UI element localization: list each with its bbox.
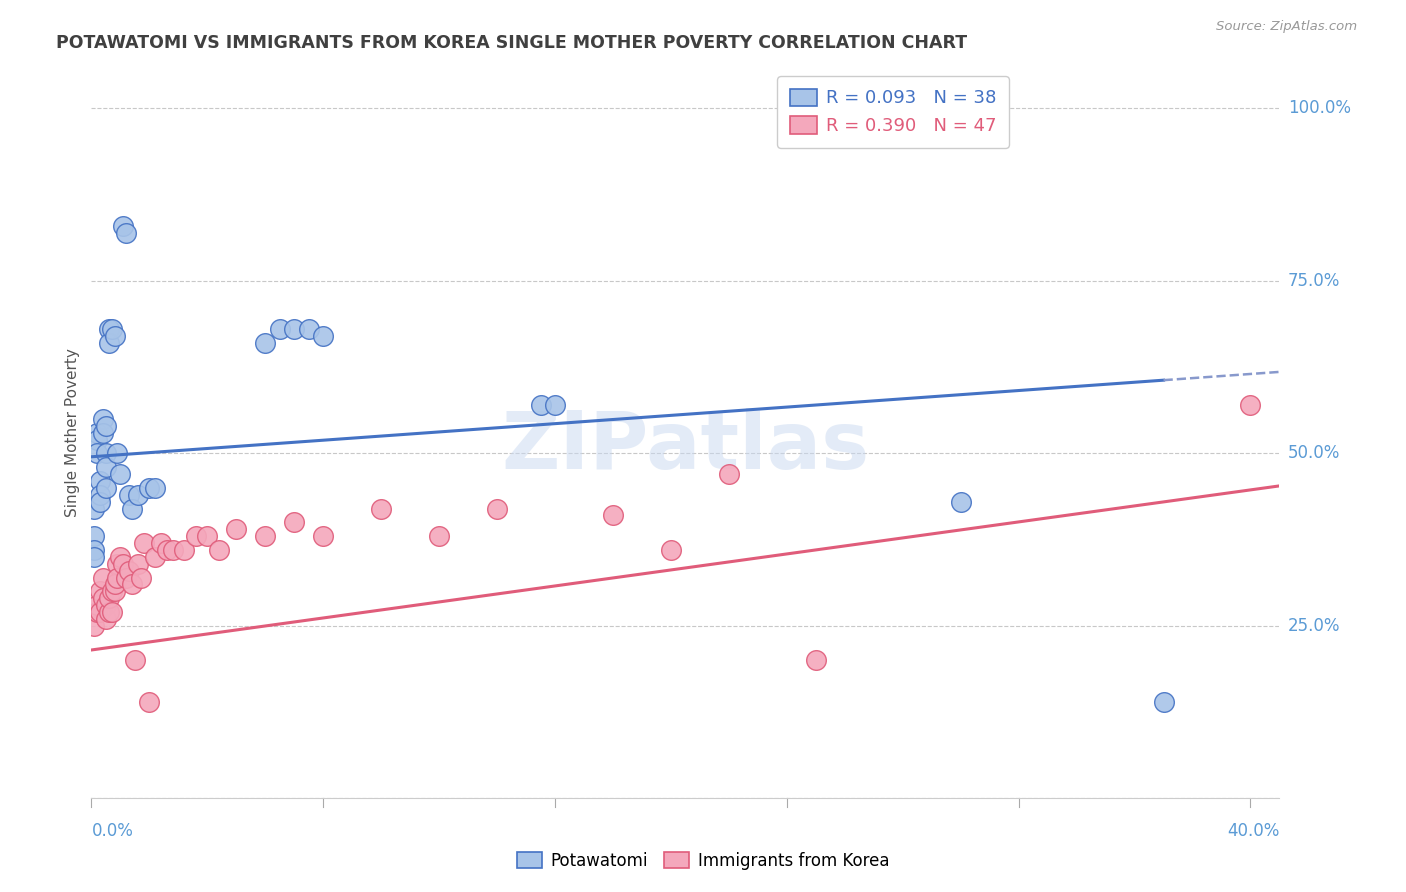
Point bbox=[83, 529, 105, 543]
Point bbox=[115, 226, 138, 240]
Point bbox=[118, 564, 141, 578]
Point bbox=[173, 543, 195, 558]
Point bbox=[97, 322, 120, 336]
Point bbox=[89, 488, 111, 502]
Point bbox=[143, 549, 166, 564]
Point bbox=[112, 557, 135, 571]
Point bbox=[89, 474, 111, 488]
Point bbox=[86, 446, 108, 460]
Text: ZIPatlas: ZIPatlas bbox=[502, 409, 869, 486]
Point bbox=[195, 529, 218, 543]
Point bbox=[94, 418, 117, 433]
Point bbox=[112, 219, 135, 233]
Point bbox=[162, 543, 184, 558]
Point bbox=[132, 536, 155, 550]
Point bbox=[86, 598, 108, 612]
Point bbox=[143, 481, 166, 495]
Point bbox=[138, 481, 160, 495]
Point bbox=[602, 508, 624, 523]
Text: 40.0%: 40.0% bbox=[1227, 822, 1279, 840]
Point bbox=[138, 695, 160, 709]
Point bbox=[97, 335, 120, 350]
Text: 25.0%: 25.0% bbox=[1288, 617, 1340, 635]
Point bbox=[298, 322, 321, 336]
Point bbox=[121, 577, 143, 591]
Point bbox=[149, 536, 172, 550]
Point bbox=[486, 501, 509, 516]
Text: 0.0%: 0.0% bbox=[91, 822, 134, 840]
Legend: R = 0.093   N = 38, R = 0.390   N = 47: R = 0.093 N = 38, R = 0.390 N = 47 bbox=[778, 76, 1010, 148]
Point bbox=[97, 591, 120, 606]
Point bbox=[91, 412, 114, 426]
Point bbox=[254, 529, 277, 543]
Point bbox=[100, 584, 122, 599]
Point bbox=[97, 605, 120, 619]
Point bbox=[91, 425, 114, 440]
Point bbox=[208, 543, 231, 558]
Point bbox=[254, 335, 277, 350]
Point bbox=[89, 494, 111, 508]
Point bbox=[94, 598, 117, 612]
Point bbox=[115, 570, 138, 584]
Point bbox=[949, 494, 972, 508]
Text: 75.0%: 75.0% bbox=[1288, 272, 1340, 290]
Point bbox=[269, 322, 291, 336]
Point bbox=[107, 446, 129, 460]
Point bbox=[83, 501, 105, 516]
Point bbox=[83, 619, 105, 633]
Text: Source: ZipAtlas.com: Source: ZipAtlas.com bbox=[1216, 20, 1357, 33]
Point bbox=[103, 329, 125, 343]
Y-axis label: Single Mother Poverty: Single Mother Poverty bbox=[65, 348, 80, 517]
Point bbox=[100, 322, 122, 336]
Point bbox=[225, 522, 247, 536]
Point bbox=[94, 460, 117, 475]
Point bbox=[107, 557, 129, 571]
Point bbox=[110, 467, 132, 481]
Point bbox=[370, 501, 392, 516]
Point bbox=[129, 570, 152, 584]
Point bbox=[86, 425, 108, 440]
Point bbox=[118, 488, 141, 502]
Point bbox=[804, 653, 827, 667]
Point bbox=[544, 398, 567, 412]
Point bbox=[312, 529, 335, 543]
Point bbox=[283, 516, 305, 530]
Point bbox=[83, 543, 105, 558]
Text: POTAWATOMI VS IMMIGRANTS FROM KOREA SINGLE MOTHER POVERTY CORRELATION CHART: POTAWATOMI VS IMMIGRANTS FROM KOREA SING… bbox=[56, 34, 967, 52]
Point bbox=[717, 467, 740, 481]
Point bbox=[94, 446, 117, 460]
Point bbox=[89, 605, 111, 619]
Legend: Potawatomi, Immigrants from Korea: Potawatomi, Immigrants from Korea bbox=[510, 846, 896, 877]
Point bbox=[312, 329, 335, 343]
Point bbox=[91, 591, 114, 606]
Point bbox=[156, 543, 179, 558]
Point bbox=[127, 557, 149, 571]
Point bbox=[124, 653, 146, 667]
Point bbox=[86, 433, 108, 447]
Point bbox=[86, 605, 108, 619]
Point bbox=[94, 481, 117, 495]
Point bbox=[283, 322, 305, 336]
Text: 100.0%: 100.0% bbox=[1288, 99, 1351, 118]
Text: 50.0%: 50.0% bbox=[1288, 444, 1340, 462]
Point bbox=[1239, 398, 1261, 412]
Point bbox=[100, 605, 122, 619]
Point bbox=[103, 584, 125, 599]
Point bbox=[184, 529, 207, 543]
Point bbox=[103, 577, 125, 591]
Point bbox=[110, 549, 132, 564]
Point bbox=[107, 570, 129, 584]
Point bbox=[427, 529, 450, 543]
Point bbox=[94, 612, 117, 626]
Point bbox=[1153, 695, 1175, 709]
Point bbox=[91, 570, 114, 584]
Point bbox=[127, 488, 149, 502]
Point bbox=[659, 543, 682, 558]
Point bbox=[83, 549, 105, 564]
Point bbox=[89, 584, 111, 599]
Point bbox=[121, 501, 143, 516]
Point bbox=[529, 398, 551, 412]
